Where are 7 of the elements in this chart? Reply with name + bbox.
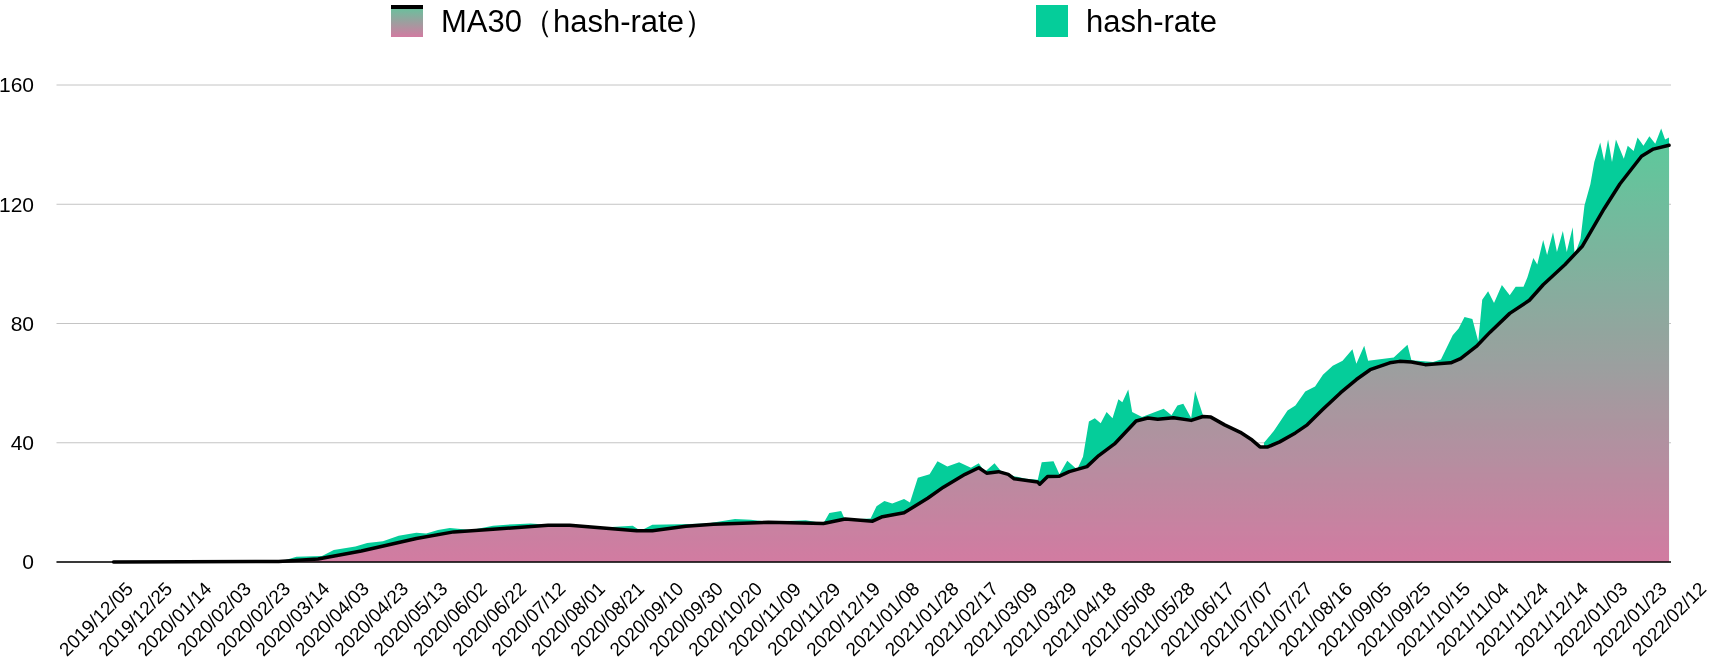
y-tick-label: 120 [0, 192, 34, 216]
legend-label: hash-rate [1086, 3, 1217, 39]
legend-label: MA30（hash-rate） [441, 3, 715, 39]
y-tick-label: 160 [0, 73, 34, 97]
y-tick-label: 80 [10, 311, 34, 335]
y-tick-label: 0 [22, 550, 34, 574]
y-tick-label: 40 [10, 431, 34, 455]
